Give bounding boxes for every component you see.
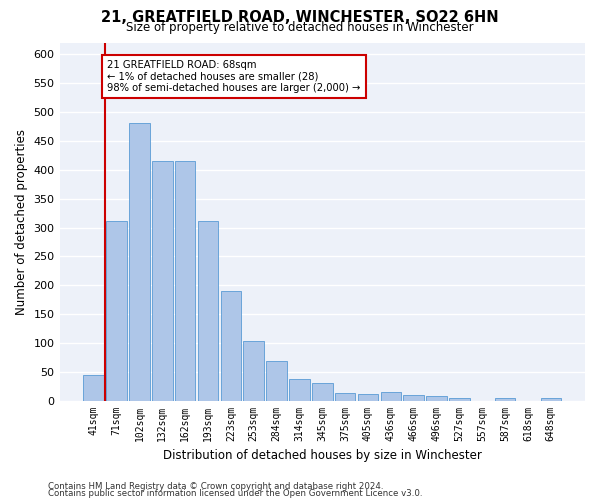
Bar — [380, 392, 401, 401]
Bar — [403, 396, 424, 401]
X-axis label: Distribution of detached houses by size in Winchester: Distribution of detached houses by size … — [163, 450, 482, 462]
Text: 21, GREATFIELD ROAD, WINCHESTER, SO22 6HN: 21, GREATFIELD ROAD, WINCHESTER, SO22 6H… — [101, 10, 499, 25]
Bar — [495, 398, 515, 401]
Y-axis label: Number of detached properties: Number of detached properties — [15, 129, 28, 315]
Bar — [312, 382, 332, 401]
Bar — [289, 379, 310, 401]
Bar — [175, 161, 196, 401]
Bar — [129, 124, 150, 401]
Bar — [83, 375, 104, 401]
Bar — [266, 360, 287, 401]
Text: Contains HM Land Registry data © Crown copyright and database right 2024.: Contains HM Land Registry data © Crown c… — [48, 482, 383, 491]
Text: 21 GREATFIELD ROAD: 68sqm
← 1% of detached houses are smaller (28)
98% of semi-d: 21 GREATFIELD ROAD: 68sqm ← 1% of detach… — [107, 60, 361, 93]
Bar — [106, 220, 127, 401]
Text: Contains public sector information licensed under the Open Government Licence v3: Contains public sector information licen… — [48, 489, 422, 498]
Bar — [335, 393, 355, 401]
Bar — [541, 398, 561, 401]
Bar — [152, 161, 173, 401]
Bar — [244, 342, 264, 401]
Bar — [426, 396, 447, 401]
Bar — [198, 220, 218, 401]
Bar — [449, 398, 470, 401]
Text: Size of property relative to detached houses in Winchester: Size of property relative to detached ho… — [126, 21, 474, 34]
Bar — [221, 291, 241, 401]
Bar — [358, 394, 378, 401]
